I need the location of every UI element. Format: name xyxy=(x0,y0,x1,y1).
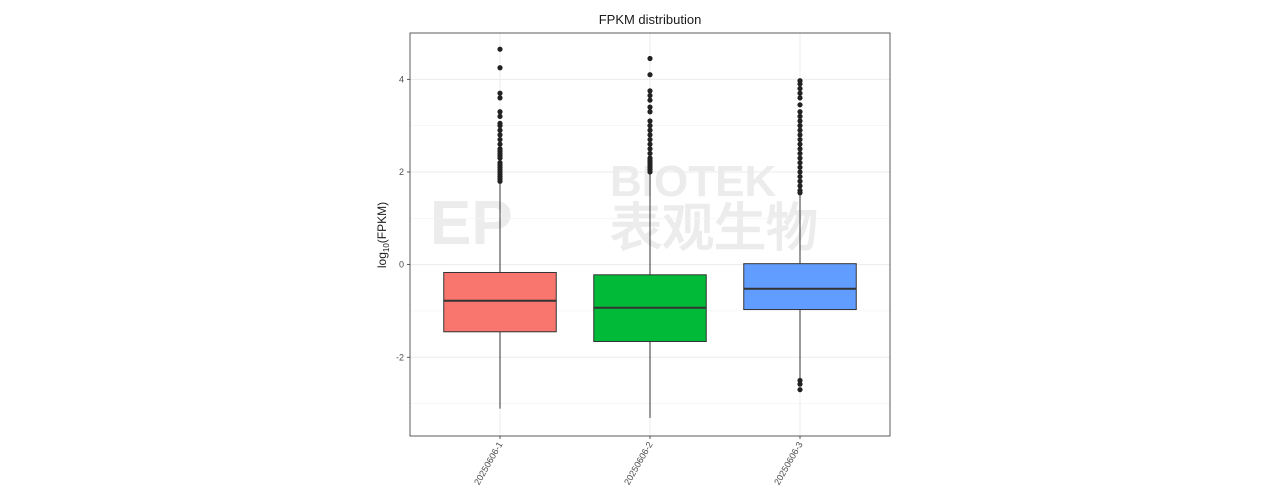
box xyxy=(743,263,857,311)
outlier xyxy=(647,155,653,161)
outlier xyxy=(497,90,503,96)
outlier xyxy=(497,160,503,166)
outlier xyxy=(797,150,803,157)
outlier xyxy=(497,46,503,52)
outlier xyxy=(797,102,803,108)
outlier xyxy=(797,187,803,194)
outlier xyxy=(797,90,803,96)
outlier xyxy=(797,136,803,143)
y-axis-label: log10(FPKM) xyxy=(375,202,391,268)
y-label-part: (FPKM) xyxy=(375,202,389,243)
outlier xyxy=(497,95,503,101)
y-tick-label: 2 xyxy=(399,167,404,177)
outlier xyxy=(797,164,803,170)
outlier xyxy=(647,136,653,143)
outlier xyxy=(797,132,803,138)
outlier xyxy=(497,113,503,119)
outlier xyxy=(497,120,503,126)
outlier xyxy=(647,55,653,62)
outlier xyxy=(797,183,803,189)
x-tick-label: 20250606-2 xyxy=(622,440,655,487)
outlier xyxy=(797,123,803,129)
outlier xyxy=(647,150,653,157)
outlier xyxy=(497,141,503,147)
outlier xyxy=(647,72,653,78)
y-tick-label: 4 xyxy=(399,74,404,84)
outlier xyxy=(497,136,503,143)
watermark: EP xyxy=(430,189,513,258)
outlier xyxy=(647,104,653,110)
outlier xyxy=(647,118,653,124)
watermark: BIOTEK xyxy=(610,157,776,206)
outlier xyxy=(647,97,653,103)
outlier xyxy=(797,127,803,133)
outlier xyxy=(797,95,803,101)
outlier xyxy=(797,381,803,387)
outlier xyxy=(797,387,803,393)
outlier xyxy=(647,88,653,94)
outlier xyxy=(797,146,803,152)
outlier xyxy=(497,109,503,115)
outlier xyxy=(647,127,653,133)
y-label-part: log xyxy=(375,252,389,268)
outlier xyxy=(797,155,803,161)
watermark: 表观生物 xyxy=(610,200,818,258)
x-tick-label: 20250606-3 xyxy=(772,440,805,487)
outlier xyxy=(647,132,653,138)
outlier xyxy=(647,141,653,147)
chart-title: FPKM distribution xyxy=(599,12,702,27)
outlier xyxy=(797,118,803,124)
x-tick-label: 20250606-1 xyxy=(472,440,505,487)
outlier xyxy=(497,146,503,152)
outlier xyxy=(797,78,803,84)
outlier xyxy=(497,127,503,133)
y-tick-label: 0 xyxy=(399,260,404,270)
outlier xyxy=(797,109,803,115)
outlier xyxy=(797,141,803,147)
box xyxy=(443,271,557,333)
outlier xyxy=(797,377,803,384)
outlier xyxy=(797,173,803,180)
outlier xyxy=(647,92,653,99)
outlier xyxy=(797,113,803,119)
y-tick-label: -2 xyxy=(396,352,404,362)
outlier xyxy=(497,132,503,138)
outlier xyxy=(647,146,653,152)
outlier xyxy=(797,178,803,184)
outlier xyxy=(797,85,803,92)
outlier xyxy=(647,123,653,129)
outlier xyxy=(797,160,803,166)
y-label-sub: 10 xyxy=(382,243,391,252)
outlier xyxy=(497,65,503,71)
outlier xyxy=(797,169,803,175)
outlier xyxy=(647,109,653,115)
